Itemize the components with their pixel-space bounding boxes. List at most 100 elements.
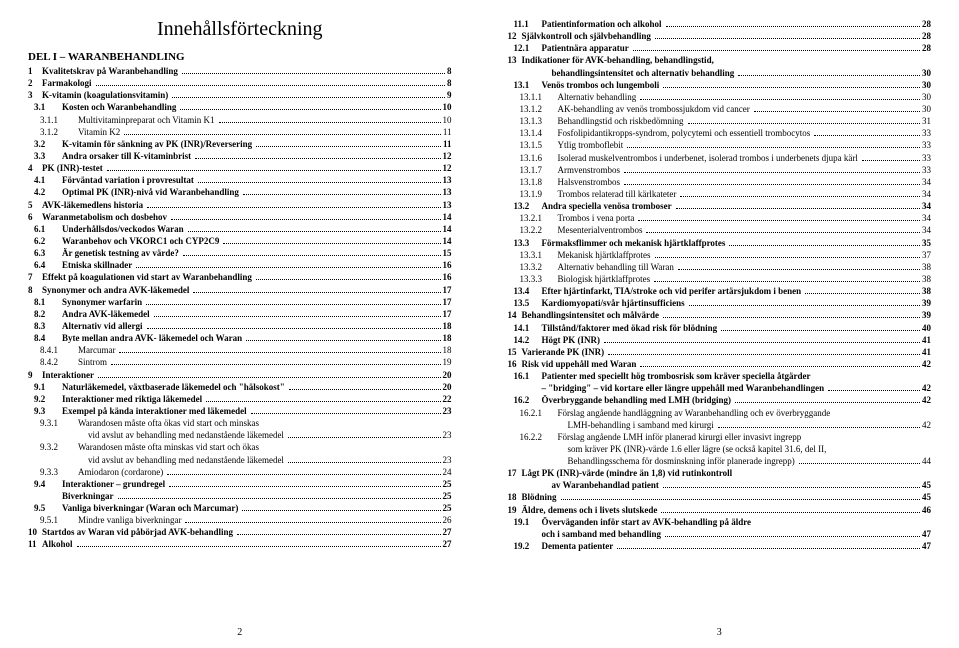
toc-entry-number: 13.1.1 xyxy=(508,91,558,103)
toc-entry-page: 34 xyxy=(922,224,931,236)
toc-leader-dots xyxy=(617,541,920,549)
toc-row: 3.1.2Vitamin K211 xyxy=(28,126,452,138)
toc-entry-text: Indikationer för AVK-behandling, behandl… xyxy=(522,54,714,66)
toc-leader-dots xyxy=(665,529,920,537)
toc-entry-number: 13.1.3 xyxy=(508,115,558,127)
toc-leader-dots xyxy=(663,310,920,318)
toc-entry-text: Alkohol xyxy=(42,538,73,550)
toc-leader-dots xyxy=(180,102,440,110)
toc-leader-dots xyxy=(198,175,441,183)
toc-entry-number: 1 xyxy=(28,65,42,77)
toc-entry-number: 13.3.3 xyxy=(508,273,558,285)
toc-right: 11.1Patientinformation och alkohol2812Sj… xyxy=(508,18,932,552)
toc-entry-number: 14 xyxy=(508,309,522,321)
toc-row: 13.1.8Halsvenstrombos34 xyxy=(508,176,932,188)
page-number-left: 2 xyxy=(28,621,452,638)
toc-leader-dots xyxy=(289,381,441,389)
toc-entry-number: 13.1.8 xyxy=(508,176,558,188)
toc-row: 3.3Andra orsaker till K-vitaminbrist12 xyxy=(28,150,452,162)
toc-entry-page: 28 xyxy=(922,42,931,54)
toc-entry-number: 13 xyxy=(508,54,522,66)
toc-entry-number: 3.1.1 xyxy=(28,114,78,126)
toc-entry-text: Marcumar xyxy=(78,344,115,356)
toc-leader-dots xyxy=(167,466,440,474)
toc-row: 9.3.3Amiodaron (cordarone)24 xyxy=(28,466,452,478)
toc-entry-page: 34 xyxy=(922,200,931,212)
toc-row: 16.2.2Förslag angående LMH inför planera… xyxy=(508,431,932,443)
toc-leader-dots xyxy=(828,383,920,391)
toc-entry-text: Förmaksflimmer och mekanisk hjärtklaffpr… xyxy=(542,237,726,249)
toc-entry-text: Äldre, demens och i livets slutskede xyxy=(522,504,658,516)
toc-entry-number: 13.1.4 xyxy=(508,127,558,139)
toc-entry-number: 2 xyxy=(28,77,42,89)
toc-entry-text: Waranbehov och VKORC1 och CYP2C9 xyxy=(62,235,219,247)
toc-entry-page: 35 xyxy=(922,237,931,249)
toc-entry-text: Armvenstrombos xyxy=(558,164,621,176)
toc-row: 16.1Patienter med speciellt hög trombosr… xyxy=(508,370,932,382)
toc-entry-page: 13 xyxy=(443,174,452,186)
toc-left: 1Kvalitetskrav på Waranbehandling82Farma… xyxy=(28,65,452,551)
toc-entry-number: 14.2 xyxy=(508,334,542,346)
toc-leader-dots xyxy=(640,359,920,367)
toc-entry-text: Alternativ vid allergi xyxy=(62,320,143,332)
toc-entry-number: 3.1.2 xyxy=(28,126,78,138)
toc-entry-text: Dementa patienter xyxy=(542,540,614,552)
toc-entry-text: Isolerad muskelventrombos i underbenet, … xyxy=(558,152,858,164)
toc-entry-page: 11 xyxy=(443,138,452,150)
toc-entry-page: 13 xyxy=(443,186,452,198)
toc-row: 16.2Överbryggande behandling med LMH (br… xyxy=(508,394,932,406)
toc-entry-number: 3.2 xyxy=(28,138,62,150)
toc-entry-number: 17 xyxy=(508,467,522,479)
toc-entry-text: Patientinformation och alkohol xyxy=(542,18,662,30)
toc-leader-dots xyxy=(604,334,920,342)
toc-entry-text: Underhållsdos/veckodos Waran xyxy=(62,223,184,235)
toc-leader-dots xyxy=(223,236,440,244)
toc-entry-page: 38 xyxy=(922,285,931,297)
toc-entry-text: Överbryggande behandling med LMH (bridgi… xyxy=(542,394,732,406)
toc-leader-dots xyxy=(624,165,920,173)
toc-entry-page: 30 xyxy=(922,79,931,91)
toc-entry-page: 16 xyxy=(443,259,452,271)
toc-row: behandlingsintensitet och alternativ beh… xyxy=(508,67,932,79)
toc-row: 15Varierande PK (INR)41 xyxy=(508,346,932,358)
toc-leader-dots xyxy=(124,127,441,135)
toc-entry-number: 16.2 xyxy=(508,394,542,406)
toc-entry-page: 45 xyxy=(922,491,931,503)
toc-leader-dots xyxy=(654,274,920,282)
toc-entry-page: 18 xyxy=(443,332,452,344)
toc-entry-text: PK (INR)-testet xyxy=(42,162,103,174)
toc-entry-number: 13.1.7 xyxy=(508,164,558,176)
toc-entry-page: 22 xyxy=(443,393,452,405)
toc-entry-text: Blödning xyxy=(522,491,557,503)
toc-row: 8.3Alternativ vid allergi18 xyxy=(28,320,452,332)
toc-entry-text: Multivitaminpreparat och Vitamin K1 xyxy=(78,114,215,126)
toc-entry-page: 16 xyxy=(443,271,452,283)
toc-entry-text: Startdos av Waran vid påbörjad AVK-behan… xyxy=(42,526,233,538)
toc-entry-page: 11 xyxy=(443,126,452,138)
toc-entry-text: Effekt på koagulationen vid start av War… xyxy=(42,271,252,283)
toc-entry-page: 8 xyxy=(447,65,452,77)
toc-entry-text: Sintrom xyxy=(78,356,107,368)
toc-entry-text: Behandlingstid och riskbedömning xyxy=(558,115,684,127)
toc-leader-dots xyxy=(655,249,920,257)
toc-row: av Waranbehandlad patient45 xyxy=(508,479,932,491)
toc-row: 13.3.2Alternativ behandling till Waran38 xyxy=(508,261,932,273)
toc-entry-text: behandlingsintensitet och alternativ beh… xyxy=(552,67,735,79)
toc-row: 13.1.4Fosfolipidantikropps-syndrom, poly… xyxy=(508,127,932,139)
toc-row: 6.1Underhållsdos/veckodos Waran14 xyxy=(28,223,452,235)
toc-entry-page: 39 xyxy=(922,297,931,309)
toc-entry-page: 19 xyxy=(443,356,452,368)
toc-entry-text: Byte mellan andra AVK- läkemedel och War… xyxy=(62,332,242,344)
toc-entry-number: 15 xyxy=(508,346,522,358)
toc-entry-number: 8.4 xyxy=(28,332,62,344)
toc-row: 13.1.3Behandlingstid och riskbedömning31 xyxy=(508,115,932,127)
toc-entry-page: 42 xyxy=(922,419,931,431)
toc-entry-page: 17 xyxy=(443,284,452,296)
toc-entry-number: 9.1 xyxy=(28,381,62,393)
toc-row: 12Självkontroll och självbehandling28 xyxy=(508,30,932,42)
toc-entry-text: Waranmetabolism och dosbehov xyxy=(42,211,167,223)
toc-entry-text: Synonymer warfarin xyxy=(62,296,142,308)
toc-entry-page: 23 xyxy=(443,454,452,466)
toc-entry-page: 10 xyxy=(443,101,452,113)
toc-leader-dots xyxy=(862,152,920,160)
